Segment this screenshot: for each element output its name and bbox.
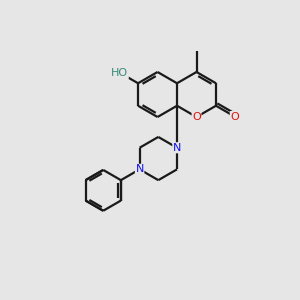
Text: N: N xyxy=(173,143,181,153)
Text: HO: HO xyxy=(111,68,128,79)
Text: N: N xyxy=(135,164,144,174)
Text: O: O xyxy=(192,112,201,122)
Text: O: O xyxy=(230,112,239,122)
